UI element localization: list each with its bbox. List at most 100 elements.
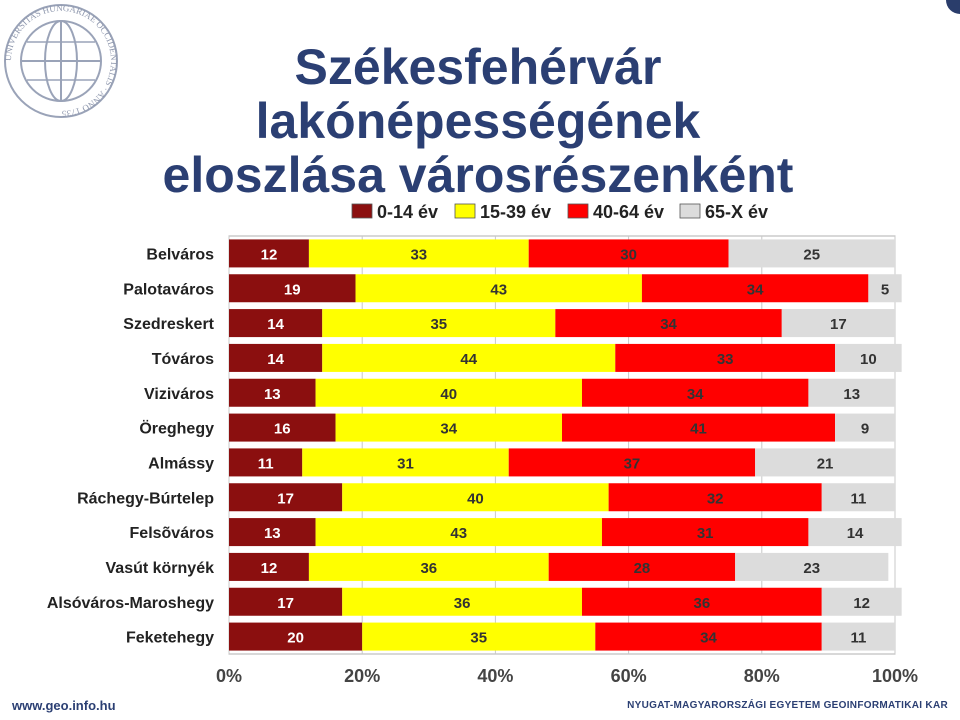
- bar-segment: [821, 622, 895, 651]
- bar-segment: [335, 413, 562, 442]
- bar-segment: [641, 274, 869, 303]
- legend-swatch: [679, 203, 701, 219]
- bar-segment: [229, 448, 303, 477]
- bar-segment: [229, 343, 323, 372]
- data-label: 25: [803, 246, 820, 263]
- legend-label: 15-39 év: [480, 202, 551, 222]
- bar-segment: [229, 483, 343, 512]
- data-label: 12: [261, 246, 278, 263]
- legend-label: 0-14 év: [377, 202, 438, 222]
- data-label: 14: [267, 316, 284, 333]
- data-label: 10: [860, 351, 877, 368]
- data-label: 31: [397, 455, 414, 472]
- bar-segment: [342, 483, 609, 512]
- footer-website[interactable]: www.geo.info.hu: [12, 698, 116, 713]
- bar-segment: [835, 343, 902, 372]
- bar-segment: [781, 309, 895, 338]
- data-label: 34: [660, 316, 677, 333]
- category-label: Vasút környék: [106, 560, 215, 577]
- x-tick-label: 40%: [477, 666, 513, 686]
- bar-segment: [229, 274, 356, 303]
- data-label: 36: [694, 595, 711, 612]
- bar-segment: [562, 413, 836, 442]
- data-label: 41: [690, 421, 707, 438]
- legend-swatch: [567, 203, 589, 219]
- bar-segment: [229, 413, 336, 442]
- bar-segment: [555, 309, 782, 338]
- bar-segment: [835, 413, 895, 442]
- bar-segment: [808, 378, 895, 407]
- data-label: 28: [634, 560, 651, 577]
- data-label: 21: [817, 455, 834, 472]
- title-line-2: eloszlása városrészenként: [162, 147, 794, 203]
- category-label: Alsóváros-Maroshegy: [47, 595, 214, 612]
- data-label: 31: [697, 525, 714, 542]
- bar-segment: [229, 587, 343, 616]
- bar-segment: [581, 587, 822, 616]
- data-label: 23: [803, 560, 820, 577]
- footer-institution: NYUGAT-MAGYARORSZÁGI EGYETEM GEOINFORMAT…: [627, 700, 948, 711]
- data-label: 43: [490, 281, 507, 298]
- bar-segment: [808, 518, 902, 547]
- category-label: Ráchegy-Búrtelep: [77, 490, 214, 507]
- data-label: 13: [264, 525, 281, 542]
- data-label: 17: [277, 595, 294, 612]
- bar-segment: [315, 518, 602, 547]
- bar-segment: [821, 587, 902, 616]
- bar-segment: [728, 239, 895, 268]
- data-label: 20: [287, 630, 304, 647]
- legend-swatch: [351, 203, 373, 219]
- bar-segment: [229, 552, 309, 581]
- data-label: 36: [420, 560, 437, 577]
- data-label: 34: [747, 281, 764, 298]
- bar-segment: [821, 483, 895, 512]
- data-label: 11: [258, 455, 274, 472]
- title-line-1: Székesfehérvár lakónépességének: [255, 39, 701, 149]
- category-label: Belváros: [146, 246, 214, 263]
- data-label: 9: [861, 421, 869, 438]
- data-label: 44: [460, 351, 477, 368]
- data-label: 37: [624, 455, 641, 472]
- bar-segment: [595, 622, 822, 651]
- data-label: 14: [267, 351, 284, 368]
- bar-segment: [508, 448, 756, 477]
- x-tick-label: 80%: [744, 666, 780, 686]
- data-label: 17: [830, 316, 847, 333]
- x-tick-label: 60%: [611, 666, 647, 686]
- slide-title: Székesfehérvár lakónépességének eloszlás…: [78, 40, 878, 202]
- category-label: Almássy: [148, 455, 214, 472]
- data-label: 12: [853, 595, 870, 612]
- bar-segment: [735, 552, 889, 581]
- legend-label: 40-64 év: [593, 202, 664, 222]
- bar-segment: [615, 343, 836, 372]
- x-tick-label: 20%: [344, 666, 380, 686]
- category-label: Szedreskert: [123, 316, 214, 333]
- data-label: 30: [620, 246, 637, 263]
- data-label: 11: [850, 630, 866, 647]
- data-label: 36: [454, 595, 471, 612]
- bar-segment: [528, 239, 729, 268]
- university-seal-icon: UNIVERSITAS HUNGARIAE OCCIDENTALIS · ANN…: [3, 3, 119, 119]
- category-label: Öreghegy: [139, 419, 214, 438]
- bar-segment: [315, 378, 582, 407]
- data-label: 19: [284, 281, 301, 298]
- category-label: Felsõváros: [130, 525, 215, 542]
- bar-segment: [308, 552, 549, 581]
- data-label: 16: [274, 421, 291, 438]
- bar-segment: [229, 518, 316, 547]
- bar-segment: [581, 378, 809, 407]
- legend-label: 65-X év: [705, 202, 768, 222]
- category-label: Feketehegy: [126, 630, 214, 647]
- category-label: Tóváros: [152, 351, 214, 368]
- data-label: 17: [277, 490, 294, 507]
- data-label: 34: [440, 421, 457, 438]
- data-label: 12: [261, 560, 278, 577]
- bar-segment: [308, 239, 529, 268]
- bar-segment: [302, 448, 509, 477]
- data-label: 40: [467, 490, 484, 507]
- x-tick-label: 100%: [872, 666, 918, 686]
- bar-segment: [601, 518, 809, 547]
- bar-segment: [362, 622, 596, 651]
- data-label: 43: [450, 525, 467, 542]
